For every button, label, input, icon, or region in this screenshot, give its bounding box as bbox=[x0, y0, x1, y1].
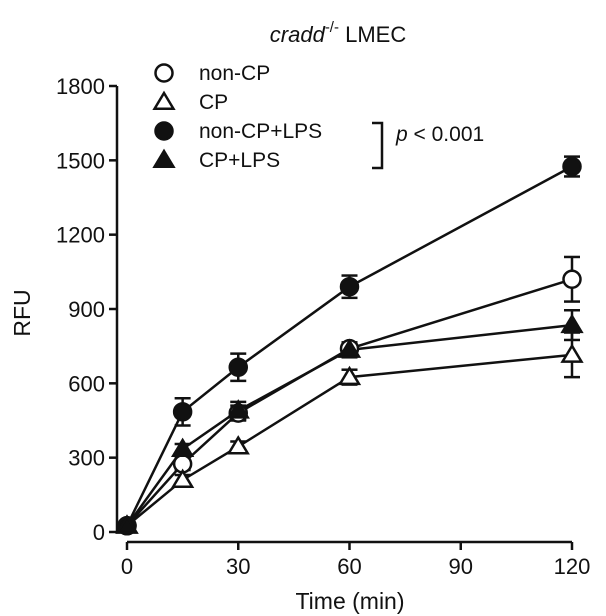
significance-annotation: p < 0.001 bbox=[372, 121, 484, 170]
chart-title-superscript: -/- bbox=[325, 19, 339, 36]
series-markers bbox=[115, 156, 584, 536]
legend-label-non-cp: non-CP bbox=[199, 62, 270, 85]
significance-value: < 0.001 bbox=[408, 123, 484, 146]
y-tick-label: 1800 bbox=[56, 74, 105, 99]
point-non-cp-lps bbox=[339, 276, 360, 297]
legend-marker-non-cp-lps bbox=[154, 121, 174, 141]
point-non-cp-lps bbox=[172, 402, 193, 422]
legend-marker-cp-lps bbox=[152, 148, 176, 168]
point-non-cp-lps bbox=[562, 156, 582, 177]
axes: 0 300 600 900 1200 1500 1800 0 30 60 90 120 bbox=[56, 74, 590, 579]
point-non-cp-lps bbox=[228, 357, 248, 377]
legend-label-cp: CP bbox=[199, 91, 228, 114]
chart-title-italic: cradd bbox=[270, 22, 326, 47]
y-tick-label: 1200 bbox=[56, 223, 105, 248]
x-tick-label: 30 bbox=[226, 554, 250, 579]
significance-bracket bbox=[372, 121, 384, 170]
point-non-cp bbox=[562, 269, 582, 290]
point-cp-lps bbox=[226, 399, 250, 419]
point-cp-lps bbox=[170, 437, 195, 457]
point-cp-lps bbox=[337, 338, 362, 358]
legend-label-non-cp-lps: non-CP+LPS bbox=[199, 120, 322, 143]
y-tick-label: 1500 bbox=[56, 148, 105, 173]
point-cp-lps bbox=[115, 514, 139, 534]
legend-marker-cp bbox=[152, 90, 176, 110]
x-tick-label: 0 bbox=[121, 554, 133, 579]
legend: non-CP CP non-CP+LPS CP+LPS bbox=[152, 62, 322, 172]
point-cp bbox=[170, 468, 195, 488]
point-cp-lps bbox=[560, 313, 584, 334]
x-tick-label: 90 bbox=[449, 554, 473, 579]
x-tick-label: 60 bbox=[337, 554, 361, 579]
y-tick-label: 600 bbox=[68, 371, 105, 396]
y-tick-label: 900 bbox=[68, 297, 105, 322]
chart-title-rest: LMEC bbox=[339, 22, 406, 47]
y-tick-label: 300 bbox=[68, 446, 105, 471]
chart-title: cradd-/- LMEC bbox=[270, 19, 407, 47]
point-cp bbox=[560, 343, 584, 363]
point-cp bbox=[337, 365, 362, 386]
y-axis-title: RFU bbox=[9, 289, 35, 336]
x-axis-title: Time (min) bbox=[295, 588, 404, 614]
significance-p: p bbox=[395, 123, 408, 146]
legend-marker-non-cp bbox=[154, 63, 174, 83]
legend-label-cp-lps: CP+LPS bbox=[199, 149, 280, 172]
series-layer bbox=[115, 155, 584, 536]
y-tick-label: 0 bbox=[93, 520, 105, 545]
significance-label: p < 0.001 bbox=[395, 123, 484, 146]
point-cp bbox=[226, 435, 250, 455]
x-tick-label: 120 bbox=[554, 554, 591, 579]
